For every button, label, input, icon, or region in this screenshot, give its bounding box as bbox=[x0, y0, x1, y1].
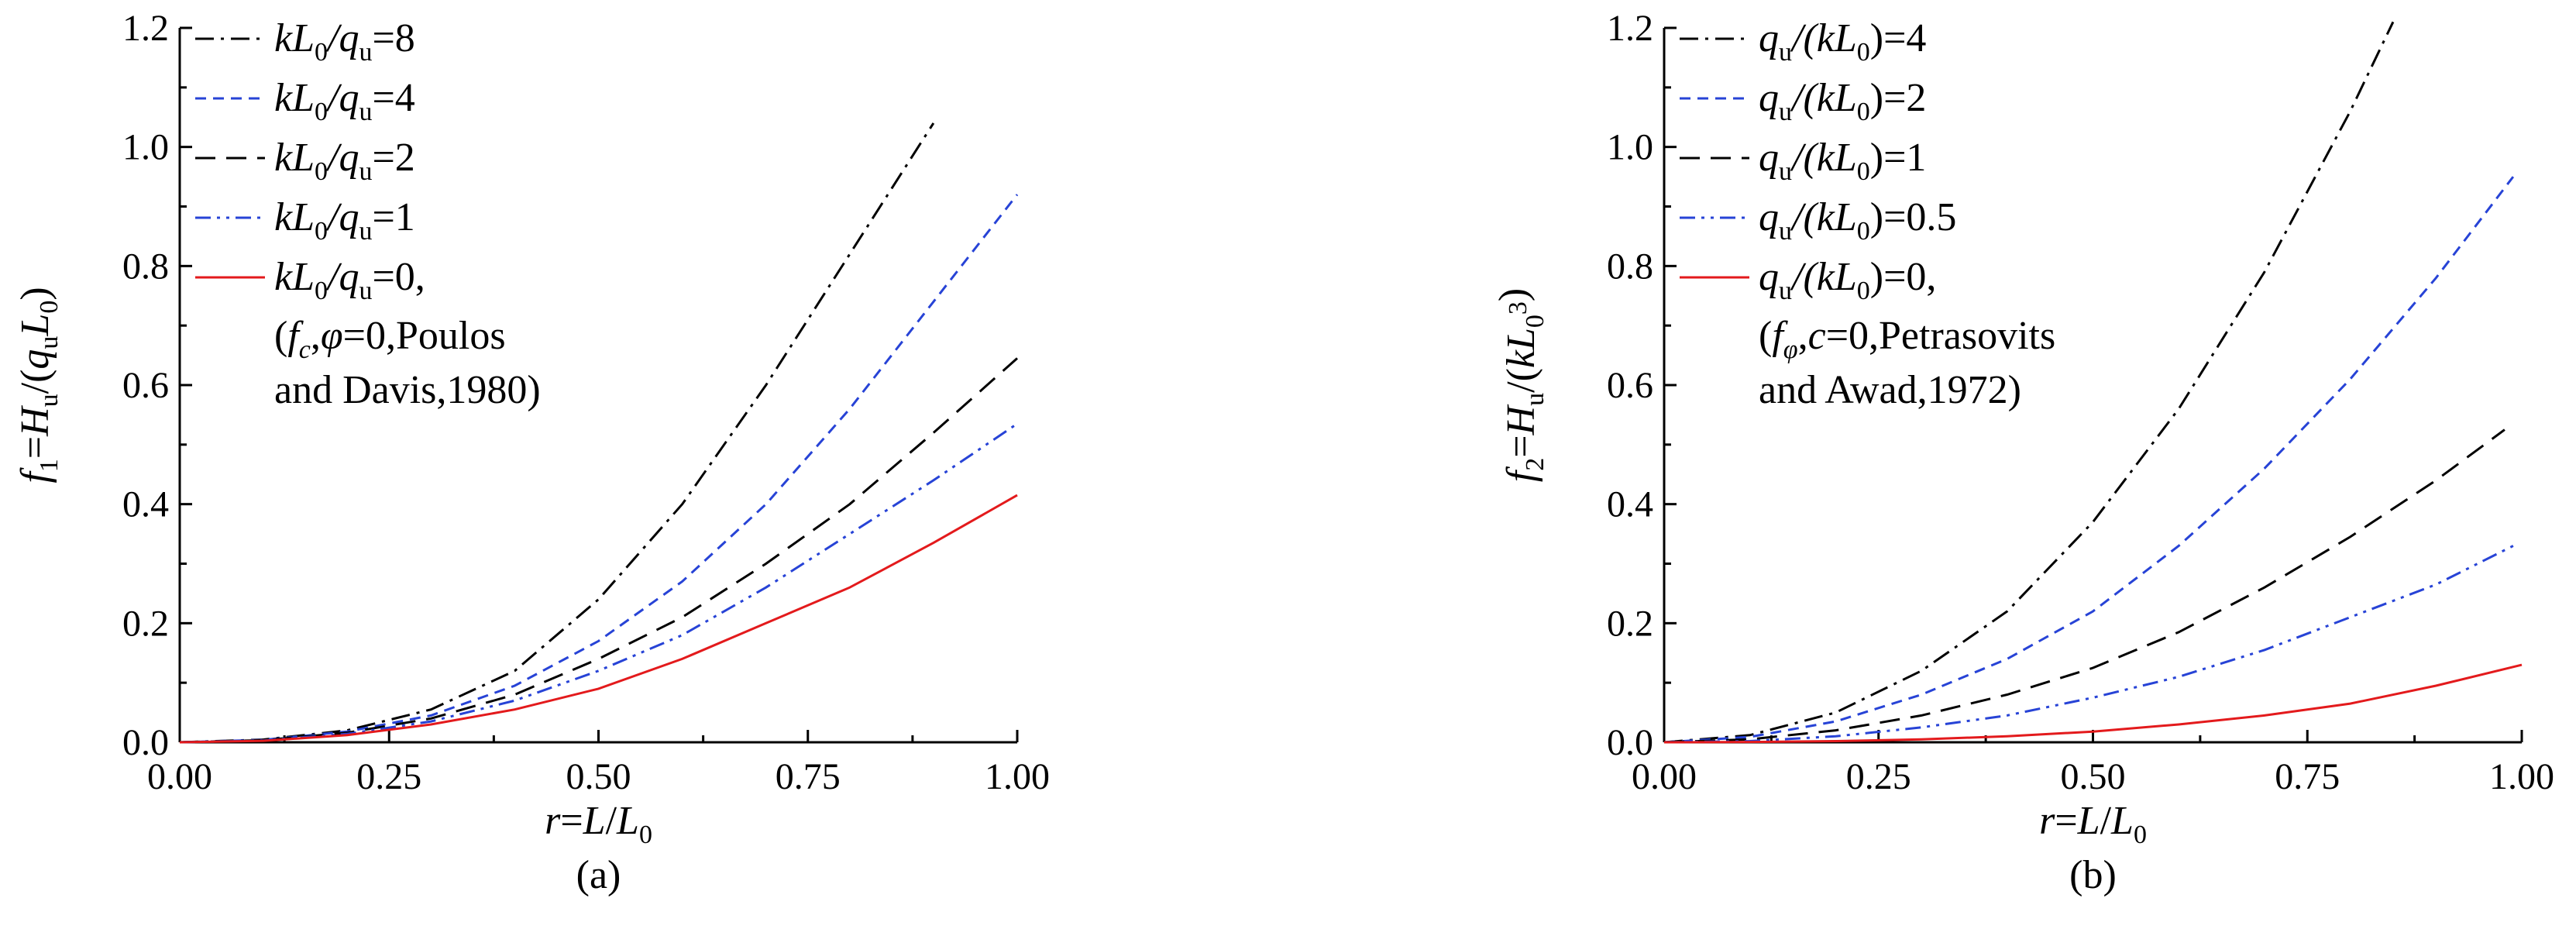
y-tick-label: 1.0 bbox=[1607, 127, 1653, 168]
y-tick-label: 0.4 bbox=[122, 484, 169, 525]
legend-note-line-2: and Davis,1980) bbox=[274, 368, 541, 412]
y-tick-label: 0.6 bbox=[122, 365, 169, 406]
series-line-3 bbox=[179, 357, 1018, 744]
series-line-5 bbox=[1663, 663, 2523, 744]
legend-note-line-1: (fφ,c=0,Petrasovits bbox=[1759, 314, 2055, 364]
series-line-4 bbox=[1663, 545, 2514, 744]
legend: qu/(kL0)=4 qu/(kL0)=2 qu/(kL0)=1 qu/(kL0)=0… bbox=[1680, 16, 2055, 412]
x-tick-label: 0.25 bbox=[1846, 756, 1911, 797]
y-tick-label: 0.0 bbox=[122, 722, 169, 763]
x-tick-label: 0.25 bbox=[356, 756, 421, 797]
series-line-4 bbox=[179, 422, 1018, 744]
legend-entry-label: kL0/qu=8 bbox=[274, 16, 415, 67]
y-tick-label: 0.8 bbox=[1607, 246, 1653, 287]
x-tick-label: 0.00 bbox=[1632, 756, 1697, 797]
y-tick-label: 0.2 bbox=[122, 603, 169, 644]
series-line-5 bbox=[179, 494, 1018, 744]
legend-entry-label: kL0/qu=4 bbox=[274, 76, 415, 126]
y-axis-label: f1=Hu/(quL0) bbox=[13, 287, 64, 483]
legend-entry-label: qu/(kL0)=4 bbox=[1759, 16, 1926, 67]
legend: kL0/qu=8 kL0/qu=4 kL0/qu=2 kL0/qu=1 kL0/qu=0… bbox=[195, 16, 541, 412]
x-tick-label: 0.00 bbox=[147, 756, 212, 797]
x-tick-label: 1.00 bbox=[985, 756, 1050, 797]
y-tick-label: 0.6 bbox=[1607, 365, 1653, 406]
y-tick-label: 0.8 bbox=[122, 246, 169, 287]
y-axis-label-group: f2=Hu/(kL03) bbox=[1491, 288, 1549, 482]
legend-entry-label: qu/(kL0)=1 bbox=[1759, 136, 1926, 186]
x-tick-label: 0.50 bbox=[566, 756, 631, 797]
panel-label: (a) bbox=[576, 853, 621, 897]
panel-a: 0.00 0.25 0.50 0.75 1.00 0.0 0.2 0.4 0.6 0.8 1.0 1.… bbox=[13, 8, 1050, 897]
series-line-2 bbox=[1663, 176, 2515, 744]
series-line-3 bbox=[1663, 428, 2505, 744]
legend-entry-label: kL0/qu=1 bbox=[274, 195, 415, 246]
y-axis-label-group: f1=Hu/(quL0) bbox=[13, 287, 64, 483]
y-tick-label: 1.2 bbox=[1607, 8, 1653, 49]
x-tick-label: 0.50 bbox=[2061, 756, 2126, 797]
y-tick-label: 1.0 bbox=[122, 127, 169, 168]
y-axis-label: f2=Hu/(kL03) bbox=[1491, 288, 1549, 482]
legend-entry-label: kL0/qu=2 bbox=[274, 136, 415, 186]
series-line-1 bbox=[179, 122, 935, 744]
x-axis-label: r=L/L0 bbox=[2039, 799, 2147, 849]
panel-label: (b) bbox=[2069, 853, 2117, 897]
legend-note-line-1: (fc,φ=0,Poulos bbox=[274, 314, 506, 364]
legend-entry-label: qu/(kL0)=0, bbox=[1759, 255, 1936, 305]
legend-entry-label: kL0/qu=0, bbox=[274, 255, 425, 305]
x-tick-label: 1.00 bbox=[2489, 756, 2554, 797]
x-tick-label: 0.75 bbox=[2275, 756, 2340, 797]
y-tick-label: 0.0 bbox=[1607, 722, 1653, 763]
legend-note-line-2: and Awad,1972) bbox=[1759, 368, 2021, 412]
legend-entry-label: qu/(kL0)=0.5 bbox=[1759, 195, 1956, 246]
y-tick-label: 1.2 bbox=[122, 8, 169, 49]
y-tick-label: 0.2 bbox=[1607, 603, 1653, 644]
series-line-2 bbox=[179, 194, 1019, 744]
y-tick-label: 0.4 bbox=[1607, 484, 1653, 525]
panel-b: 0.00 0.25 0.50 0.75 1.00 0.0 0.2 0.4 0.6 0.8 1.0 1.… bbox=[1491, 8, 2554, 897]
legend-entry-label: qu/(kL0)=2 bbox=[1759, 76, 1926, 126]
x-axis-label: r=L/L0 bbox=[545, 799, 652, 849]
series-line-1 bbox=[1663, 21, 2395, 744]
x-tick-label: 0.75 bbox=[776, 756, 841, 797]
